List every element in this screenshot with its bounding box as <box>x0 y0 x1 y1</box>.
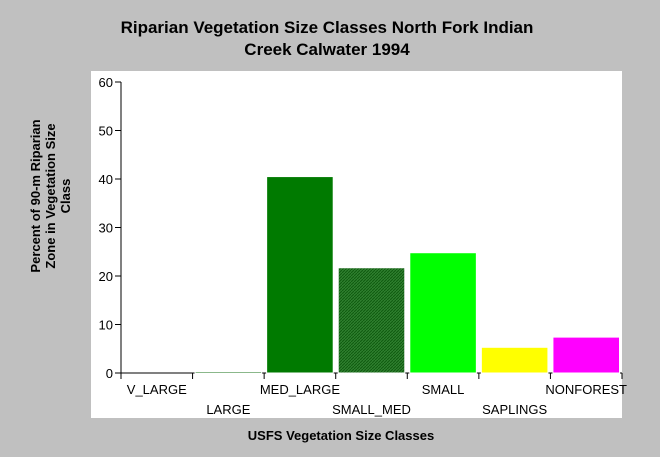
bars <box>194 176 621 374</box>
y-tick-label: 30 <box>99 221 113 236</box>
bar-small-med <box>337 267 406 374</box>
bar-small <box>409 252 477 374</box>
y-tick-label: 50 <box>99 124 113 139</box>
x-tick-label: SMALL <box>422 382 465 397</box>
x-tick-label: NONFOREST <box>545 382 627 397</box>
y-axis-label-line-1: Percent of 90-m Riparian <box>28 119 43 272</box>
y-tick-label: 60 <box>99 75 113 90</box>
bar-large <box>194 371 263 374</box>
bar-med-large <box>266 176 334 374</box>
x-tick-label: MED_LARGE <box>260 382 341 397</box>
bar-saplings <box>480 346 549 374</box>
y-tick-label: 20 <box>99 269 113 284</box>
y-tick-label: 40 <box>99 172 113 187</box>
x-tick-label: LARGE <box>206 402 250 417</box>
x-tick-label: SAPLINGS <box>482 402 547 417</box>
y-axis: 0 10 20 30 40 50 60 <box>99 75 122 381</box>
x-axis-label: USFS Vegetation Size Classes <box>248 428 434 443</box>
y-tick-label: 0 <box>106 366 113 381</box>
chart-title-line-2: Creek Calwater 1994 <box>244 40 410 59</box>
bar-nonforest <box>552 336 621 374</box>
y-axis-label-line-2: Zone in Vegetation Size <box>43 123 58 268</box>
chart-title-line-1: Riparian Vegetation Size Classes North F… <box>121 18 534 37</box>
x-tick-label: SMALL_MED <box>332 402 411 417</box>
y-axis-label-line-3: Class <box>58 179 73 214</box>
y-tick-label: 10 <box>99 318 113 333</box>
x-tick-label: V_LARGE <box>127 382 187 397</box>
